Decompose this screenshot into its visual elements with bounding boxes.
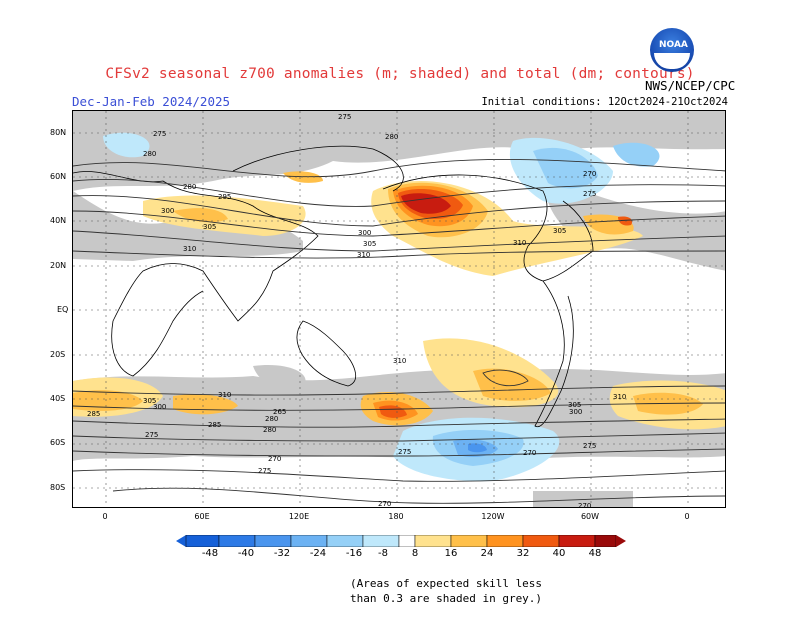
lat-label: 80S [50, 483, 66, 492]
contour-label: 280 [143, 150, 156, 158]
lon-label: 60E [194, 512, 210, 521]
colorbar-arrow-right [616, 535, 626, 547]
skill-note-line: than 0.3 are shaded in grey.) [350, 592, 543, 605]
colorbar [176, 535, 626, 547]
colorbar-tick: -48 [201, 548, 219, 559]
lat-label: 60N [50, 172, 67, 181]
lat-label: 40S [50, 394, 66, 403]
contour-label: 270 [268, 455, 281, 463]
colorbar-swatch [450, 535, 488, 547]
contour-label: 295 [218, 193, 231, 201]
contour-label: 300 [358, 229, 371, 237]
contour-label: 285 [87, 410, 100, 418]
colorbar-swatch [594, 535, 617, 547]
colorbar-swatch [398, 535, 416, 547]
colorbar-swatch [362, 535, 400, 547]
lat-label: 60S [50, 438, 66, 447]
contour-label: 275 [583, 190, 596, 198]
colorbar-tick: 16 [444, 548, 458, 559]
colorbar-tick: 32 [516, 548, 530, 559]
contour-label: 280 [265, 415, 278, 423]
lon-label: 60W [580, 512, 600, 521]
contour-label: 310 [393, 357, 406, 365]
contour-label: 310 [183, 245, 196, 253]
colorbar-tick: -24 [309, 548, 327, 559]
colorbar-swatch [218, 535, 256, 547]
contour-label: 300 [153, 403, 166, 411]
colorbar-swatch [486, 535, 524, 547]
anomaly-map: 275 275 280 280 280 295 300 305 300 305 … [72, 110, 726, 508]
lon-label: 180 [388, 512, 404, 521]
lat-label: 80N [50, 128, 67, 137]
contour-label: 275 [398, 448, 411, 456]
colorbar-tick: 48 [588, 548, 602, 559]
noaa-logo-text: NOAA [659, 40, 688, 50]
contour-label: 285 [208, 421, 221, 429]
contour-label: 275 [258, 467, 271, 475]
contour-label: 270 [578, 502, 591, 508]
lon-label: 0 [684, 512, 690, 521]
contour-label: 275 [145, 431, 158, 439]
colorbar-tick: -40 [237, 548, 255, 559]
contour-label: 275 [153, 130, 166, 138]
contour-label: 310 [513, 239, 526, 247]
colorbar-arrow-left [176, 535, 186, 547]
negative-anomalies [103, 132, 660, 482]
colorbar-swatch [522, 535, 560, 547]
contour-label: 300 [161, 207, 174, 215]
colorbar-swatch [414, 535, 452, 547]
contour-label: 280 [385, 133, 398, 141]
lon-label: 120W [481, 512, 505, 521]
agency-label: NWS/NCEP/CPC [645, 78, 736, 93]
total-contours [73, 159, 725, 504]
colorbar-swatch [290, 535, 328, 547]
contour-labels: 275 275 280 280 280 295 300 305 300 305 … [87, 113, 626, 508]
contour-label: 310 [357, 251, 370, 259]
contour-label: 280 [263, 426, 276, 434]
colorbar-tick: 8 [411, 548, 419, 559]
colorbar-swatch [185, 535, 220, 547]
noaa-logo [650, 28, 694, 72]
colorbar-tick: 40 [552, 548, 566, 559]
colorbar-swatch [558, 535, 596, 547]
lon-label: 120E [288, 512, 310, 521]
contour-label: 305 [568, 401, 581, 409]
colorbar-tick: -32 [273, 548, 291, 559]
contour-label: 305 [203, 223, 216, 231]
lat-label: 20S [50, 350, 66, 359]
skill-note-line: (Areas of expected skill less [350, 577, 543, 590]
contour-label: 270 [583, 170, 596, 178]
skill-note: (Areas of expected skill less than 0.3 a… [350, 576, 542, 606]
contour-label: 280 [183, 183, 196, 191]
colorbar-swatch [326, 535, 364, 547]
contour-label: 270 [523, 449, 536, 457]
contour-label: 305 [553, 227, 566, 235]
lat-label: EQ [57, 305, 69, 314]
colorbar-tick: -16 [345, 548, 363, 559]
map-canvas: 275 275 280 280 280 295 300 305 300 305 … [73, 111, 725, 508]
contour-label: 275 [338, 113, 351, 121]
colorbar-tick: 24 [480, 548, 494, 559]
lat-lon-grid [73, 111, 725, 507]
contour-label: 300 [569, 408, 582, 416]
initial-conditions-label: Initial conditions: 12Oct2024-21Oct2024 [481, 96, 728, 108]
lat-label: 40N [50, 216, 67, 225]
contour-label: 310 [218, 391, 231, 399]
contour-label: 265 [273, 408, 286, 416]
contour-label: 270 [378, 500, 391, 508]
chart-title: CFSv2 seasonal z700 anomalies (m; shaded… [105, 66, 695, 82]
colorbar-tick: -8 [378, 548, 388, 559]
season-label: Dec-Jan-Feb 2024/2025 [72, 94, 231, 109]
contour-label: 305 [143, 397, 156, 405]
colorbar-swatch [254, 535, 292, 547]
contour-label: 310 [613, 393, 626, 401]
lon-label: 0 [102, 512, 108, 521]
contour-label: 275 [583, 442, 596, 450]
lat-label: 20N [50, 261, 67, 270]
contour-label: 305 [363, 240, 376, 248]
